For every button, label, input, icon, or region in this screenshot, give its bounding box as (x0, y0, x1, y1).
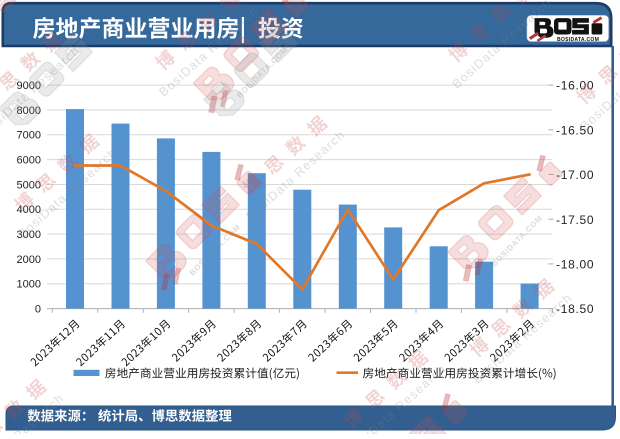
svg-text:5000: 5000 (17, 179, 41, 191)
svg-text:0: 0 (35, 304, 41, 316)
svg-text:-17.00: -17.00 (556, 168, 594, 182)
svg-text:BOSIDATA.COM: BOSIDATA.COM (557, 37, 599, 43)
svg-text:7000: 7000 (17, 130, 41, 142)
svg-text:-16.00: -16.00 (556, 79, 594, 93)
svg-text:2000: 2000 (17, 254, 41, 266)
svg-text:1000: 1000 (17, 279, 41, 291)
svg-text:-17.50: -17.50 (556, 213, 594, 227)
svg-text:6000: 6000 (17, 155, 41, 167)
svg-text:-18.00: -18.00 (556, 258, 594, 272)
